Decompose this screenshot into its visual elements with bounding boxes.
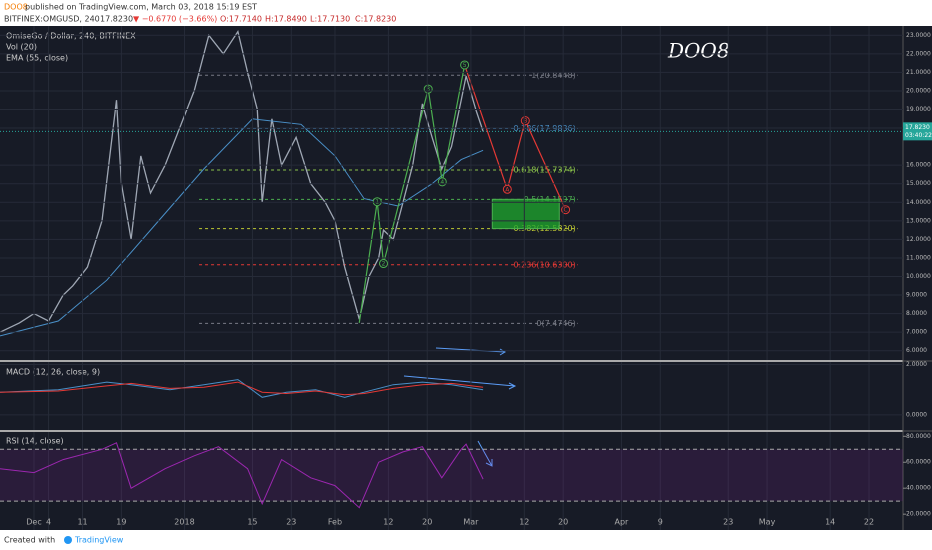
brand-icon (64, 536, 72, 544)
y-tick-label: 13.0000 (906, 217, 931, 224)
x-tick-label: 23 (723, 518, 733, 527)
y-tick-label: 9.0000 (906, 292, 927, 299)
impulse-label: 5 (463, 62, 467, 69)
impulse-marker (460, 60, 470, 70)
x-tick-label: Apr (614, 518, 629, 527)
x-tick-label: 15 (247, 518, 257, 527)
signal-line (0, 381, 484, 396)
impulse-label: 3 (426, 86, 430, 93)
x-tick-label: 4 (46, 518, 51, 527)
rsi-pane (0, 432, 903, 530)
annotation-arrow (477, 440, 493, 467)
x-tick-label: 23 (286, 518, 296, 527)
rsi-title: RSI (14, close) (6, 437, 64, 446)
x-tick-label: 20 (558, 518, 568, 527)
y-tick-label: 23.0000 (906, 32, 931, 39)
y-tick-label: 16.0000 (906, 162, 931, 169)
x-tick-label: 12 (519, 518, 529, 527)
y-tick-label: 7.0000 (906, 329, 927, 336)
x-tick-label: May (759, 518, 776, 527)
x-tick-label: 9 (658, 518, 663, 527)
y-tick-label: 8.0000 (906, 310, 927, 317)
y-tick-label: 20.0000 (906, 511, 931, 518)
legend-entry: EMA (55, close) (6, 54, 68, 63)
fib-label: 0(7.4746) (536, 319, 575, 328)
x-tick-label: 2018 (174, 518, 194, 527)
watermark: DOO8 (667, 39, 730, 63)
published: published on TradingView.com, March 03, … (25, 3, 257, 12)
x-tick-label: 19 (116, 518, 126, 527)
legend-entry: Vol (20) (6, 43, 37, 52)
correction-label: A (505, 186, 510, 193)
last-price-badge (903, 122, 932, 141)
y-tick-label: 15.0000 (906, 180, 931, 187)
x-tick-label: 22 (864, 518, 874, 527)
impulse-label: 2 (382, 261, 386, 268)
fib-label: 0.236(10.6300) (513, 260, 575, 269)
quote-change: ▼ −0.6770 (−3.66%) (133, 15, 217, 24)
y-tick-label: 40.0000 (906, 485, 931, 492)
macd-title: MACD (12, 26, close, 9) (6, 368, 100, 377)
quote-high: H:17.8490 (265, 15, 307, 24)
fib-label: 1(20.8448) (531, 71, 575, 80)
impulse-label: 4 (440, 179, 444, 186)
quote-close: 17.8230 (100, 15, 133, 24)
last-price-label: 17.8230 (905, 124, 930, 131)
rsi-band (0, 449, 903, 502)
annotation-arrow (403, 375, 517, 390)
y-tick-label: 60.0000 (906, 459, 931, 466)
target-zone (491, 198, 560, 230)
y-tick-label: 20.0000 (906, 87, 931, 94)
x-tick-label: 14 (825, 518, 835, 527)
correction-marker (502, 184, 512, 194)
countdown-label: 03:40:22 (905, 132, 932, 139)
y-tick-label: 21.0000 (906, 69, 931, 76)
x-tick-label: Dec (26, 518, 41, 527)
y-tick-label: 11.0000 (906, 254, 931, 261)
y-tick-label: 14.0000 (906, 199, 931, 206)
footer-brand: TradingView (74, 536, 124, 545)
correction-marker (520, 116, 530, 126)
price-axis (903, 26, 932, 530)
y-tick-label: 6.0000 (906, 347, 927, 354)
author: DOO8 (4, 3, 28, 12)
x-tick-label: Mar (463, 518, 479, 527)
fib-label: 0.618(15.7374) (513, 166, 575, 175)
quote-last: C:17.8230 (355, 15, 396, 24)
y-tick-label: 0.0000 (906, 411, 927, 418)
macd-pane (0, 362, 903, 430)
y-tick-label: 2.0000 (906, 361, 927, 368)
y-tick-label: 19.0000 (906, 106, 931, 113)
legend-entry: OmiseGo / Dollar, 240, BITFINEX (6, 32, 136, 41)
x-tick-label: 12 (383, 518, 393, 527)
macd-line (0, 379, 484, 398)
impulse-marker (379, 259, 389, 269)
y-tick-label: 10.0000 (906, 273, 931, 280)
impulse-marker (372, 197, 382, 207)
y-tick-label: 12.0000 (906, 236, 931, 243)
impulse-path (358, 64, 466, 323)
correction-label: B (523, 118, 527, 125)
quote-low: L:17.7130 (310, 15, 350, 24)
y-tick-label: 22.0000 (906, 50, 931, 57)
x-tick-label: 11 (77, 518, 87, 527)
rsi-line (0, 442, 484, 509)
correction-label: C (563, 207, 567, 214)
x-tick-label: Feb (328, 518, 342, 527)
y-tick-label: 80.0000 (906, 433, 931, 440)
footer-text: Created with (4, 536, 55, 545)
symbol: BITFINEX:OMGUSD, 240 (4, 15, 100, 24)
price-line (0, 29, 484, 333)
x-tick-label: 20 (422, 518, 432, 527)
quote-open: O:17.7140 (220, 15, 262, 24)
